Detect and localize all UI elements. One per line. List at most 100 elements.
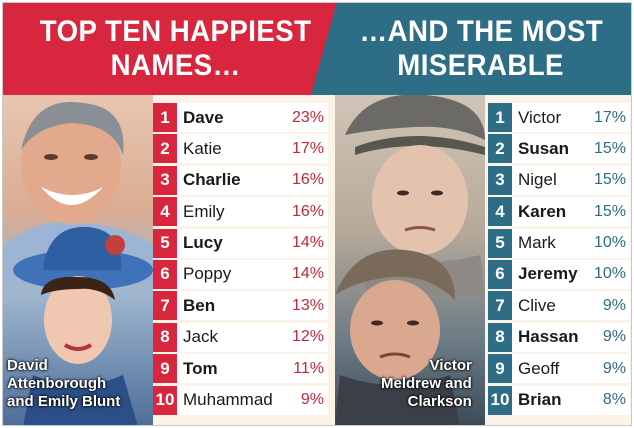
rank-number: 1 [488, 103, 512, 132]
list-item: 5 Lucy 14% [153, 228, 328, 258]
name-label: Karen [518, 201, 567, 221]
percentage-value: 13% [291, 296, 324, 314]
rank-number: 3 [153, 165, 177, 195]
name-label: Geoff [518, 358, 560, 378]
percentage-value: 14% [291, 265, 324, 283]
happiest-title-line2: NAMES… [110, 49, 241, 82]
name-label: Ben [183, 295, 216, 315]
percentage-value: 9% [602, 296, 626, 314]
caption-line: Clarkson [407, 393, 472, 410]
rank-number: 6 [488, 259, 512, 289]
miserable-photo-caption: Victor Meldrew and Clarkson [381, 357, 472, 411]
percentage-value: 12% [291, 328, 324, 346]
percentage-value: 10% [593, 234, 626, 252]
rank-number: 8 [153, 322, 177, 352]
miserable-photo [335, 95, 485, 425]
list-item: 10 Muhammad 9% [153, 385, 328, 415]
rank-number: 9 [488, 354, 512, 384]
miserable-title-line2: MISERABLE [397, 49, 565, 82]
name-cell: Lucy 14% [177, 228, 328, 258]
name-cell: Clive 9% [512, 291, 630, 321]
percentage-value: 23% [291, 108, 324, 126]
percentage-value: 11% [293, 359, 324, 377]
name-cell: Hassan 9% [512, 322, 630, 352]
name-cell: Nigel 15% [512, 165, 630, 195]
name-label: Charlie [183, 170, 241, 190]
name-label: Emily [183, 201, 225, 221]
name-label: Lucy [183, 233, 223, 253]
list-item: 4 Emily 16% [153, 197, 328, 227]
name-label: Katie [183, 138, 222, 158]
rank-number: 7 [488, 291, 512, 321]
list-item: 1 Victor 17% [488, 103, 630, 132]
list-item: 7 Ben 13% [153, 291, 328, 321]
caption-line: Attenborough [7, 375, 107, 392]
name-cell: Katie 17% [177, 134, 328, 164]
name-label: Dave [183, 107, 224, 127]
percentage-value: 9% [602, 359, 626, 377]
name-cell: Brian 8% [512, 385, 630, 415]
list-item: 7 Clive 9% [488, 291, 630, 321]
rank-number: 6 [153, 259, 177, 289]
list-item: 1 Dave 23% [153, 103, 328, 132]
name-cell: Emily 16% [177, 197, 328, 227]
rank-number: 2 [153, 134, 177, 164]
caption-line: and Emily Blunt [7, 393, 121, 410]
name-cell: Jeremy 10% [512, 259, 630, 289]
list-item: 2 Susan 15% [488, 134, 630, 164]
name-label: Brian [518, 390, 562, 410]
percentage-value: 9% [602, 328, 626, 346]
list-item: 3 Charlie 16% [153, 165, 328, 195]
happiest-names-list: 1 Dave 23% 2 Katie 17% 3 Charlie 16% 4 Emily 16% 5 Lu… [153, 103, 328, 417]
caption-line: David [7, 357, 48, 374]
name-label: Poppy [183, 264, 232, 284]
name-cell: Susan 15% [512, 134, 630, 164]
name-label: Jeremy [518, 264, 578, 284]
name-cell: Karen 15% [512, 197, 630, 227]
percentage-value: 16% [291, 202, 324, 220]
list-item: 2 Katie 17% [153, 134, 328, 164]
name-cell: Geoff 9% [512, 354, 630, 384]
rank-number: 5 [488, 228, 512, 258]
percentage-value: 15% [593, 171, 626, 189]
percentage-value: 17% [291, 139, 324, 157]
name-label: Tom [183, 358, 218, 378]
happiest-photo [3, 95, 153, 425]
name-cell: Ben 13% [177, 291, 328, 321]
name-cell: Poppy 14% [177, 259, 328, 289]
percentage-value: 16% [291, 171, 324, 189]
name-cell: Charlie 16% [177, 165, 328, 195]
list-item: 10 Brian 8% [488, 385, 630, 415]
list-item: 6 Poppy 14% [153, 259, 328, 289]
name-label: Clive [518, 295, 556, 315]
name-label: Nigel [518, 170, 557, 190]
happy-people-illustration [3, 101, 153, 425]
name-label: Muhammad [183, 390, 273, 410]
rank-number: 10 [488, 385, 512, 415]
percentage-value: 9% [300, 391, 324, 409]
percentage-value: 8% [602, 391, 626, 409]
rank-number: 8 [488, 322, 512, 352]
caption-line: Victor [429, 357, 472, 374]
name-cell: Jack 12% [177, 322, 328, 352]
rank-number: 4 [153, 197, 177, 227]
rank-number: 7 [153, 291, 177, 321]
list-item: 5 Mark 10% [488, 228, 630, 258]
name-cell: Mark 10% [512, 228, 630, 258]
percentage-value: 15% [593, 202, 626, 220]
percentage-value: 10% [593, 265, 626, 283]
name-label: Jack [183, 327, 218, 347]
rank-number: 5 [153, 228, 177, 258]
rank-number: 2 [488, 134, 512, 164]
rank-number: 3 [488, 165, 512, 195]
list-item: 9 Tom 11% [153, 354, 328, 384]
miserable-title-line1: …AND THE MOST [359, 15, 603, 48]
caption-line: Meldrew and [381, 375, 472, 392]
name-label: Mark [518, 233, 556, 253]
name-cell: Muhammad 9% [177, 385, 328, 415]
name-cell: Dave 23% [177, 103, 328, 132]
rank-number: 9 [153, 354, 177, 384]
rank-number: 10 [153, 385, 177, 415]
list-item: 3 Nigel 15% [488, 165, 630, 195]
